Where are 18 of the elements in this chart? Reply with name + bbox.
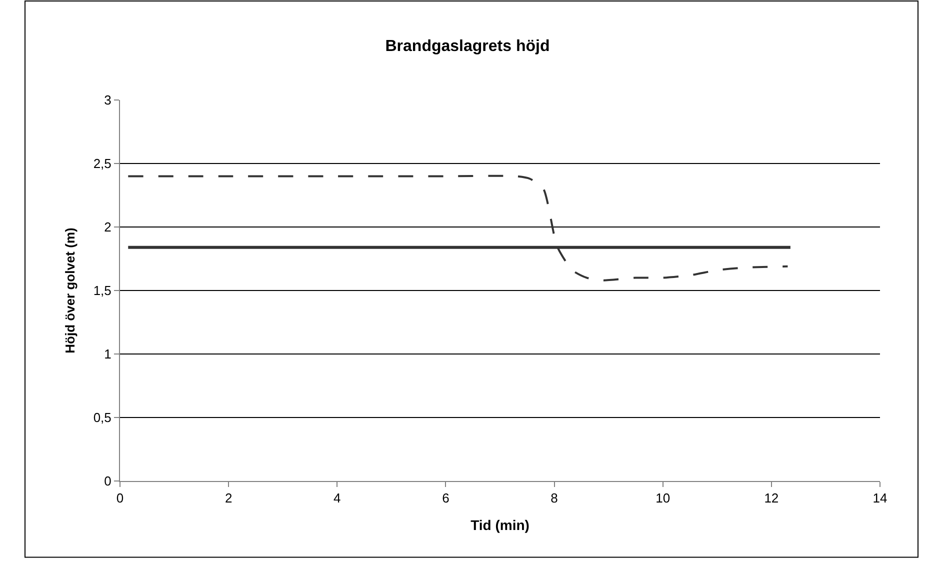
x-tick-label: 10 xyxy=(656,490,670,506)
y-tick-label: 2 xyxy=(104,220,112,235)
y-tick-label: 1,5 xyxy=(93,283,112,298)
x-tick-label: 8 xyxy=(550,490,558,506)
x-tick-label: 4 xyxy=(334,490,341,506)
y-tick-label: 0,5 xyxy=(93,410,112,426)
x-tick-label: 2 xyxy=(224,490,232,506)
x-tick-label: 14 xyxy=(872,490,888,506)
x-axis-title: Tid (min) xyxy=(470,516,530,533)
x-tick-label: 0 xyxy=(116,490,124,506)
x-tick-label: 12 xyxy=(764,490,779,506)
x-tick-label: 6 xyxy=(442,490,450,506)
y-tick-label: 0 xyxy=(104,474,112,489)
y-tick-label: 2,5 xyxy=(93,156,112,172)
y-tick-label: 1 xyxy=(104,346,112,362)
y-axis-title: Höjd över golvet (m) xyxy=(62,228,78,354)
y-tick-label: 3 xyxy=(104,92,112,108)
chart-title: Brandgaslagrets höjd xyxy=(385,38,550,55)
